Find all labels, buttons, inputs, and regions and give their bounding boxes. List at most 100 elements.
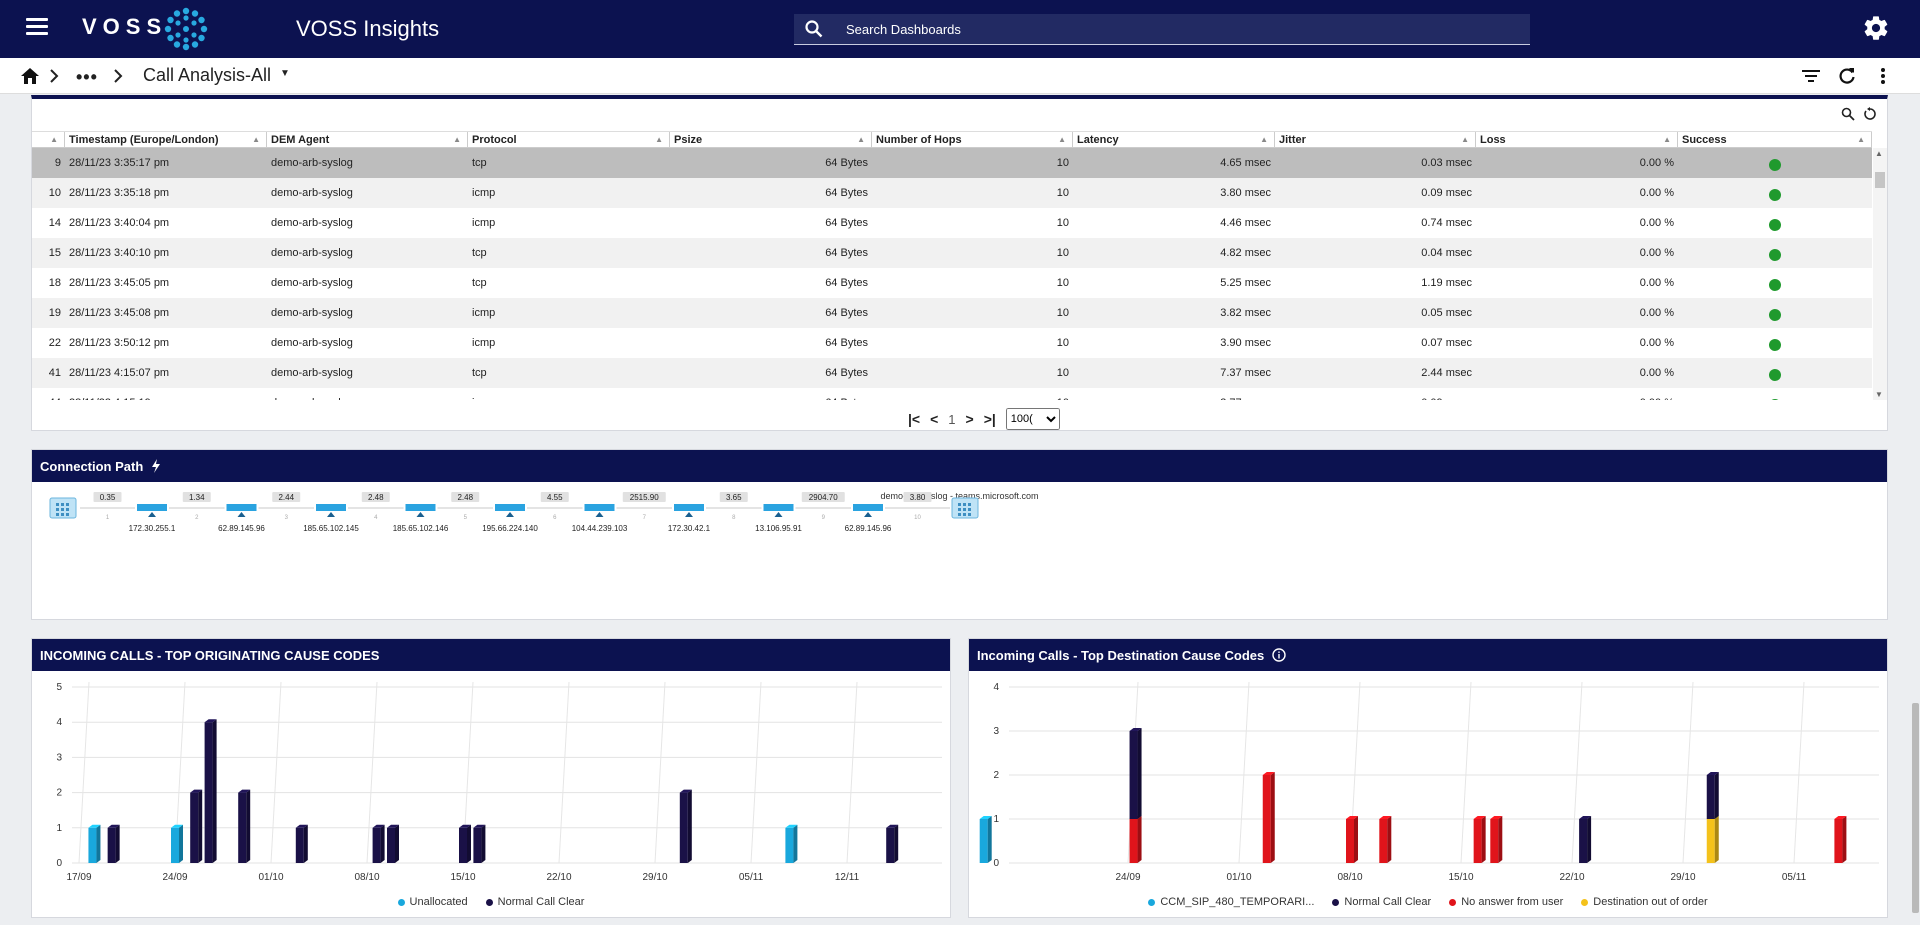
column-header-hops[interactable]: Number of Hops ▲ (872, 132, 1073, 147)
router-icon (853, 504, 883, 511)
column-header-jitter[interactable]: Jitter ▲ (1275, 132, 1476, 147)
bar[interactable] (295, 824, 308, 863)
bar[interactable] (372, 824, 385, 863)
gear-icon[interactable] (1862, 14, 1890, 42)
hop-ip-label: 172.30.42.1 (668, 524, 711, 533)
bar[interactable] (190, 789, 203, 863)
column-header-timestamp[interactable]: Timestamp (Europe/London) ▲ (65, 132, 267, 147)
bar[interactable] (785, 824, 798, 863)
bar[interactable] (88, 824, 101, 863)
bar[interactable] (204, 719, 217, 863)
first-page-button[interactable]: |< (908, 411, 921, 427)
table-row[interactable]: 10 28/11/23 3:35:18 pm demo-arb-syslog icmp… (32, 178, 1872, 208)
column-header-dem-agent[interactable]: DEM Agent ▲ (267, 132, 468, 147)
breadcrumb-ellipsis[interactable]: ••• (76, 67, 98, 87)
table-row[interactable]: 14 28/11/23 3:40:04 pm demo-arb-syslog icmp… (32, 208, 1872, 238)
loss-cell: 0.00 % (1476, 397, 1678, 400)
table-reset-icon[interactable] (1863, 107, 1877, 121)
filter-icon[interactable] (1800, 66, 1822, 86)
column-header-loss[interactable]: Loss ▲ (1476, 132, 1678, 147)
legend-item[interactable]: CCM_SIP_480_TEMPORARI... (1148, 896, 1314, 908)
hop-node[interactable]: 172.30.255.1 (129, 504, 176, 533)
more-vert-icon[interactable] (1872, 66, 1894, 86)
bar[interactable] (979, 816, 992, 863)
legend-item[interactable]: No answer from user (1449, 896, 1563, 908)
dashboard-dropdown-icon[interactable]: ▼ (280, 68, 290, 79)
hop-node[interactable]: 185.65.102.146 (393, 504, 449, 533)
page-size-select[interactable]: 100( (1005, 408, 1060, 430)
table-row[interactable]: 18 28/11/23 3:45:05 pm demo-arb-syslog tcp 6… (32, 268, 1872, 298)
table-row[interactable]: 9 28/11/23 3:35:17 pm demo-arb-syslog tcp 64… (32, 148, 1872, 178)
bar[interactable] (1706, 772, 1719, 819)
prev-page-button[interactable]: < (930, 411, 939, 427)
hop-node[interactable]: 172.30.42.1 (668, 504, 711, 533)
bar[interactable] (1706, 816, 1719, 863)
bar[interactable] (171, 824, 183, 863)
next-page-button[interactable]: > (965, 411, 974, 427)
table-row[interactable]: 19 28/11/23 3:45:08 pm demo-arb-syslog icmp… (32, 298, 1872, 328)
hop-ip-label: 104.44.239.103 (572, 524, 628, 533)
table-search-icon[interactable] (1841, 107, 1855, 121)
bar[interactable] (1834, 816, 1847, 863)
table-row[interactable]: 15 28/11/23 3:40:10 pm demo-arb-syslog tcp 6… (32, 238, 1872, 268)
hop-node[interactable]: 104.44.239.103 (572, 504, 628, 533)
table-row[interactable]: 4428/11/23 4:15:19 pmdemo-arb-syslogicmp… (32, 388, 1872, 400)
bar[interactable] (1379, 816, 1392, 863)
last-page-button[interactable]: >| (983, 411, 996, 427)
bar[interactable] (1262, 772, 1275, 863)
column-header-psize[interactable]: Psize ▲ (670, 132, 872, 147)
x-tick-label: 05/11 (739, 872, 764, 883)
dashboard-title[interactable]: Call Analysis-All (143, 65, 272, 85)
refresh-icon[interactable] (1836, 66, 1858, 86)
legend-item[interactable]: Unallocated (397, 896, 468, 908)
agent-cell: demo-arb-syslog (271, 187, 353, 199)
menu-icon[interactable] (26, 18, 48, 36)
legend-label: CCM_SIP_480_TEMPORARI... (1160, 896, 1315, 908)
home-icon[interactable] (20, 67, 40, 85)
bar[interactable] (1129, 816, 1142, 863)
column-header-index[interactable]: ▲ (32, 132, 65, 147)
hop-ip-label: 13.106.95.91 (755, 524, 802, 533)
bar[interactable] (1473, 816, 1486, 863)
source-phone-icon[interactable] (49, 497, 77, 519)
bar[interactable] (107, 824, 120, 863)
hop-node[interactable]: 62.89.145.96 (845, 504, 892, 533)
bar[interactable] (679, 789, 692, 863)
bar[interactable] (387, 824, 399, 863)
legend-swatch-icon (1148, 898, 1156, 906)
table-row[interactable]: 41 28/11/23 4:15:07 pm demo-arb-syslog tcp 6… (32, 358, 1872, 388)
table-row[interactable]: 22 28/11/23 3:50:12 pm demo-arb-syslog icmp… (32, 328, 1872, 358)
search-icon[interactable] (804, 19, 824, 39)
bar[interactable] (238, 789, 251, 863)
hop-node[interactable]: 13.106.95.91 (755, 504, 802, 533)
chart-title: Incoming Calls - Top Destination Cause C… (977, 647, 1265, 663)
hop-node[interactable]: 62.89.145.96 (218, 504, 265, 533)
legend-item[interactable]: Normal Call Clear (485, 896, 584, 908)
hop-node[interactable]: 185.65.102.145 (303, 504, 359, 533)
hops-cell: 10 (1056, 277, 1069, 289)
column-header-protocol[interactable]: Protocol ▲ (468, 132, 670, 147)
latency-label: 2.48 (368, 493, 384, 502)
bar[interactable] (1346, 816, 1358, 863)
bar[interactable] (1579, 816, 1592, 863)
bar[interactable] (473, 824, 486, 863)
legend-item[interactable]: Destination out of order (1581, 896, 1708, 908)
row-index: 19 (48, 307, 61, 319)
destination-service-icon[interactable] (951, 497, 979, 519)
table-scrollbar[interactable]: ▲ ▼ (1873, 148, 1887, 400)
bar[interactable] (459, 824, 471, 863)
search-input[interactable] (846, 14, 1506, 44)
bolt-icon[interactable] (151, 459, 161, 473)
page-scrollbar[interactable] (1910, 95, 1920, 925)
info-icon[interactable] (1272, 648, 1286, 662)
legend-item[interactable]: Normal Call Clear (1332, 896, 1431, 908)
bar[interactable] (1129, 728, 1142, 819)
bar[interactable] (1490, 816, 1503, 863)
x-tick-label: 22/10 (546, 872, 571, 883)
bar[interactable] (886, 824, 899, 863)
column-header-success[interactable]: Success ▲ (1678, 132, 1872, 147)
search-box[interactable] (794, 14, 1530, 45)
column-header-latency[interactable]: Latency ▲ (1073, 132, 1275, 147)
hop-node[interactable]: 195.66.224.140 (482, 504, 538, 533)
agent-cell: demo-arb-syslog (271, 337, 353, 349)
